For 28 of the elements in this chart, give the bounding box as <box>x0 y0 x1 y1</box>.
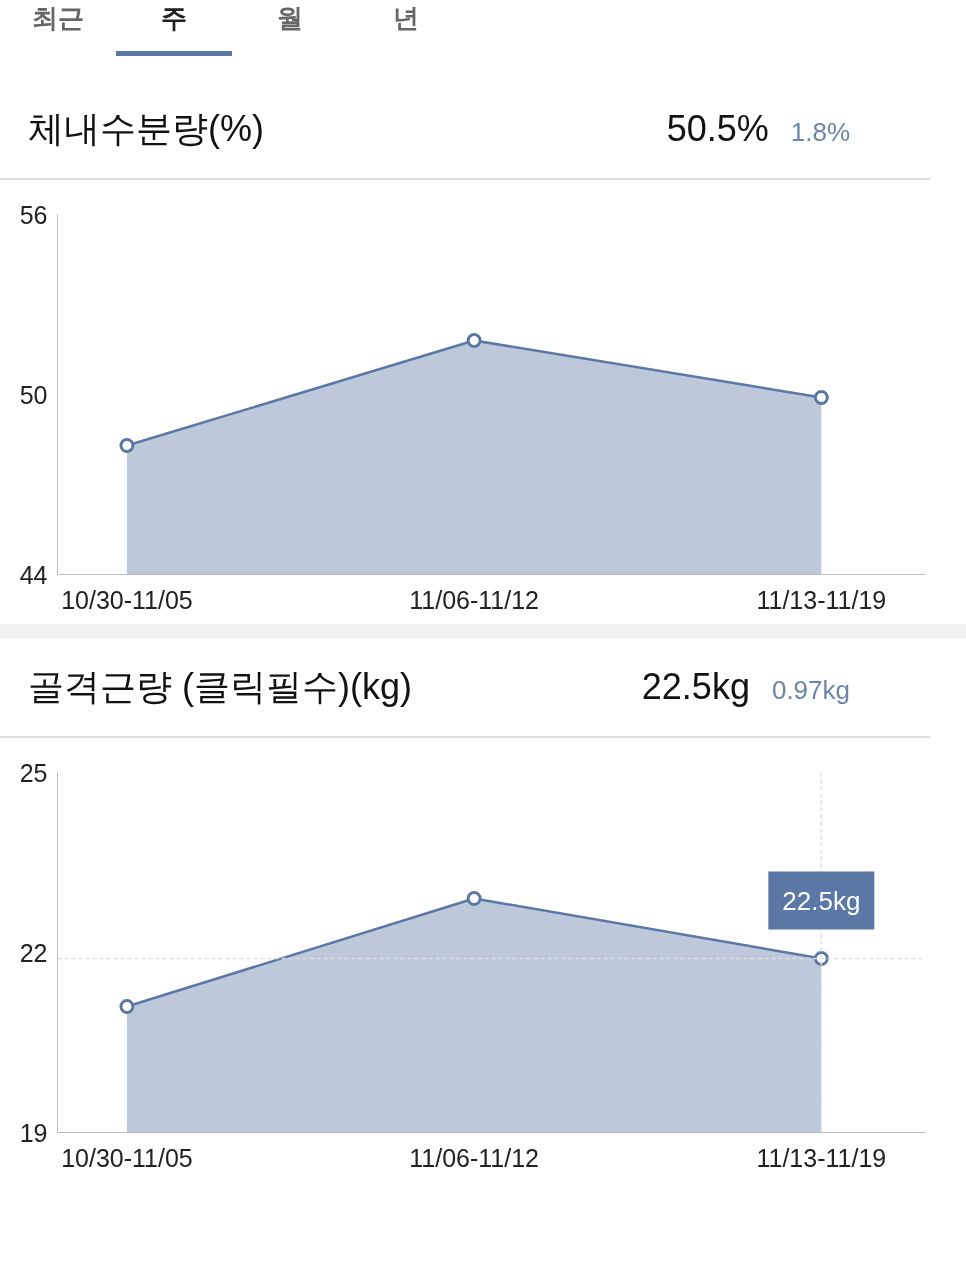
text: 월 <box>276 2 304 35</box>
point <box>466 333 482 348</box>
text: 0.97kg <box>771 675 850 706</box>
annotation: 22.5kg <box>782 885 861 916</box>
chart-title: 체내수분량(%) <box>28 107 264 152</box>
point <box>119 438 135 453</box>
text: 1.8% <box>790 117 850 148</box>
text: 22.5kg <box>641 666 750 708</box>
text: 50.5% <box>666 108 769 150</box>
chart-title: 골격근량 (클릭필수)(kg) <box>28 665 412 710</box>
y-tick-label: 25 <box>19 758 48 787</box>
x-tick-label: 11/06-11/12 <box>409 1143 540 1172</box>
x-tick-label: 11/13-11/19 <box>756 585 887 614</box>
x-tick-label: 11/06-11/12 <box>409 585 540 614</box>
y-tick-label: 22 <box>19 938 48 967</box>
point <box>466 891 482 906</box>
x-tick-label: 10/30-11/05 <box>61 1143 193 1172</box>
point <box>813 390 829 405</box>
y-tick-label: 44 <box>19 560 48 589</box>
point <box>119 999 135 1014</box>
text: 주 <box>116 0 232 57</box>
y-tick-label: 19 <box>19 1118 48 1147</box>
y-tick-label: 56 <box>19 200 48 229</box>
x-tick-label: 11/13-11/19 <box>756 1143 887 1172</box>
text: 년 <box>392 2 420 35</box>
x-tick-label: 10/30-11/05 <box>61 585 193 614</box>
y-tick-label: 50 <box>19 380 48 409</box>
text: 최근 <box>31 2 85 35</box>
